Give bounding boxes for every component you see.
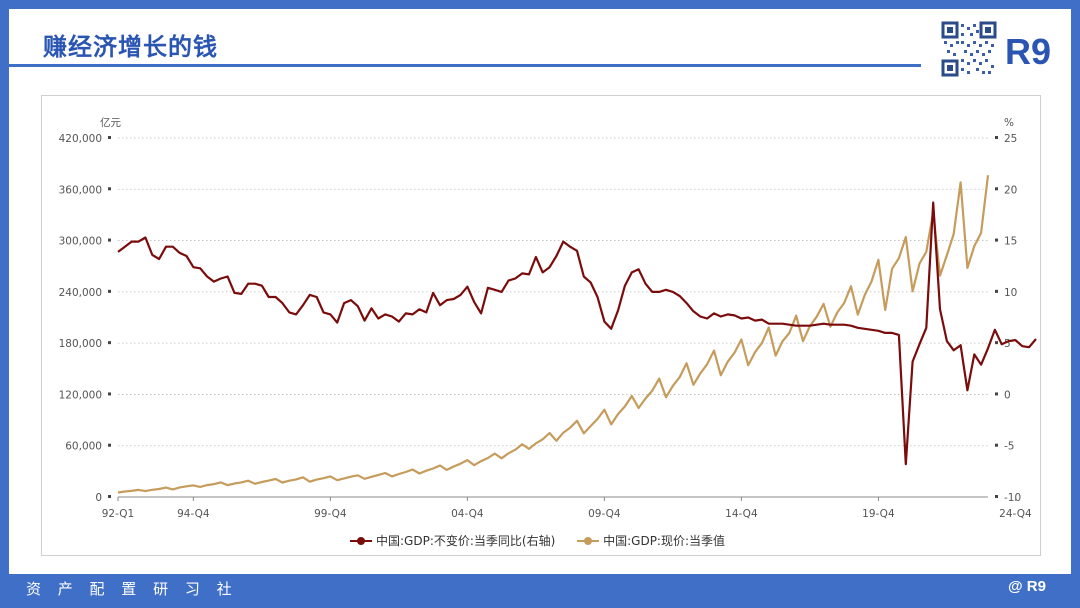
footer-org-name: 资 产 配 置 研 习 社	[26, 580, 238, 598]
left-tick-label: 300,000	[59, 236, 102, 248]
brand-logo: R9	[1005, 31, 1052, 72]
right-tick-label: -5	[1004, 441, 1014, 453]
chart-panel: 0 -10 60,000 -5 120,000 0 180,000 5 240,000 10 300…	[41, 95, 1041, 556]
right-tick-label: 5	[1004, 338, 1011, 350]
right-tick-label: 20	[1004, 184, 1017, 196]
left-tick-label: 180,000	[59, 338, 102, 350]
legend-marker-real-growth	[350, 536, 372, 546]
right-tick-mark	[995, 392, 998, 396]
left-tick-label: 240,000	[59, 287, 102, 299]
right-tick-mark	[995, 341, 998, 345]
nominal-gdp-line	[117, 175, 990, 494]
left-tick-label: 0	[95, 492, 102, 504]
right-axis-unit: %	[1004, 117, 1014, 129]
left-tick-mark	[108, 136, 111, 139]
left-tick-mark	[108, 187, 111, 191]
x-tick-label: 19-Q4	[862, 508, 895, 520]
real-growth-line	[117, 201, 1037, 466]
right-tick-label: -10	[1004, 492, 1021, 504]
chart-legend: 中国:GDP:不变价:当季同比(右轴) 中国:GDP:现价:当季值	[350, 532, 743, 549]
right-tick-mark	[995, 238, 998, 242]
left-axis-unit: 亿元	[100, 116, 121, 129]
x-tick-label: 99-Q4	[314, 508, 347, 520]
legend-marker-nominal-gdp	[577, 536, 600, 546]
x-tick-label: 04-Q4	[451, 508, 484, 520]
left-tick-label: 360,000	[59, 184, 102, 196]
legend-item-real-growth: 中国:GDP:不变价:当季同比(右轴)	[350, 532, 555, 549]
right-tick-mark	[995, 495, 998, 498]
x-tick-label: 94-Q4	[177, 508, 210, 520]
x-tick-label: 24-Q4	[999, 508, 1032, 520]
legend-label-real-growth: 中国:GDP:不变价:当季同比(右轴)	[376, 534, 556, 548]
x-tick-label: 14-Q4	[725, 508, 758, 520]
right-tick-mark	[995, 187, 998, 191]
slide: 赚经济增长的钱 R9 0 -10 60,000 -5 120,000 0 180,000 5 2…	[9, 9, 1071, 574]
right-tick-label: 25	[1004, 133, 1017, 145]
left-tick-label: 120,000	[59, 389, 102, 401]
left-tick-mark	[108, 289, 111, 293]
left-tick-label: 60,000	[65, 441, 102, 453]
left-tick-mark	[108, 238, 111, 242]
right-tick-label: 10	[1004, 287, 1017, 299]
left-tick-mark	[108, 443, 111, 447]
left-tick-mark	[108, 392, 111, 396]
right-tick-mark	[995, 443, 998, 447]
x-tick-label: 09-Q4	[588, 508, 621, 520]
legend-label-nominal-gdp: 中国:GDP:现价:当季值	[603, 534, 726, 548]
left-tick-mark	[108, 495, 111, 498]
right-tick-label: 15	[1004, 236, 1017, 248]
right-tick-mark	[995, 289, 998, 293]
x-tick-label: 92-Q1	[102, 508, 134, 520]
left-tick-label: 420,000	[59, 133, 102, 145]
left-tick-mark	[108, 341, 111, 345]
right-tick-mark	[995, 136, 998, 139]
title-divider	[9, 64, 921, 67]
gdp-chart: 0 -10 60,000 -5 120,000 0 180,000 5 240,000 10 300…	[59, 116, 1037, 520]
right-tick-label: 0	[1004, 389, 1011, 401]
page-title: 赚经济增长的钱	[43, 33, 218, 61]
footer-handle: @ R9	[1008, 578, 1046, 595]
legend-item-nominal-gdp: 中国:GDP:现价:当季值	[577, 532, 725, 549]
qr-code-icon	[941, 21, 997, 77]
